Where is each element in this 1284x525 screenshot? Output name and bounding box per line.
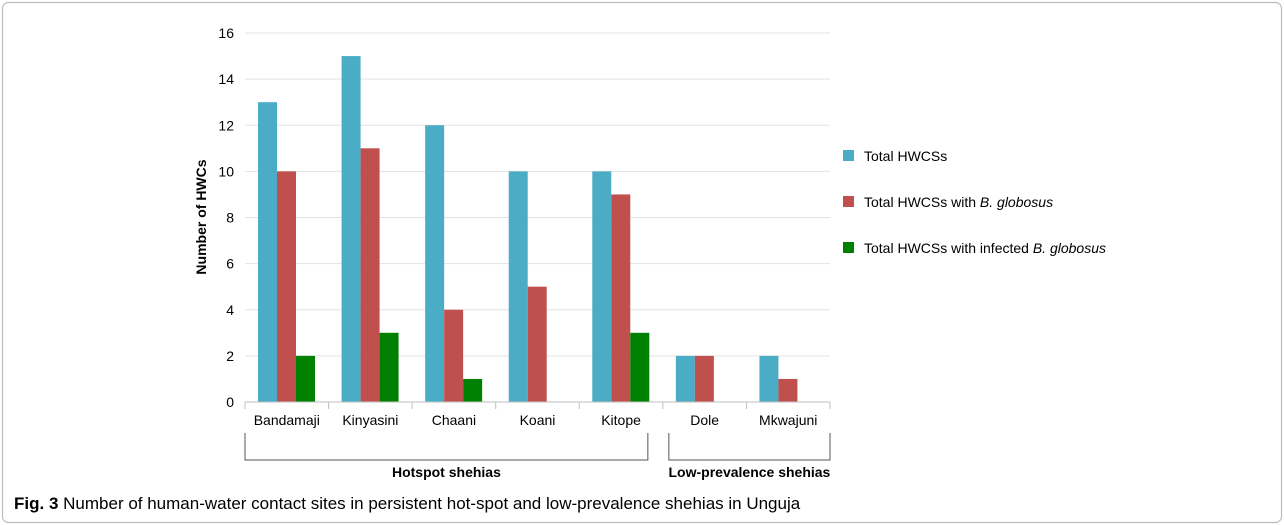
bar [360,148,380,402]
caption-text: Number of human-water contact sites in p… [63,494,801,513]
y-tick-label: 6 [226,256,234,272]
x-tick-label: Dole [690,412,719,428]
bar [277,171,296,402]
y-axis-label: Number of HWCs [193,159,209,274]
x-tick-label: Mkwajuni [759,412,817,428]
legend-swatch [843,196,854,207]
y-tick-label: 10 [218,163,234,179]
group-label: Low-prevalence shehias [669,464,831,480]
bar [341,56,361,402]
group-label: Hotspot shehias [392,464,501,480]
legend-label: Total HWCSs with B. globosus [864,194,1053,210]
y-tick-label: 16 [218,25,234,41]
caption-label: Fig. 3 [14,494,59,513]
x-tick-label: Chaani [432,412,476,428]
bar [694,355,714,402]
y-tick-label: 4 [226,302,234,318]
x-tick-label: Kinyasini [342,412,398,428]
legend-swatch [843,242,854,253]
bar [592,171,612,402]
bars [258,56,798,402]
bar [463,378,483,402]
bar [425,125,445,402]
legend-swatch [843,150,854,161]
bar [444,309,464,402]
bar [508,171,528,402]
bar [527,286,547,402]
group-bracket [244,433,649,461]
x-tick-label: Kitope [601,412,641,428]
y-tick-label: 12 [218,117,234,133]
y-tick-label: 8 [226,210,234,226]
bar [296,355,315,402]
bar [675,355,695,402]
x-tick-label: Koani [520,412,556,428]
y-tick-label: 0 [226,394,234,410]
figure-caption: Fig. 3 Number of human-water contact sit… [14,494,800,514]
y-axis-ticks: 0 2 4 6 8 10 12 14 16 [218,25,234,410]
x-axis: Bandamaji Kinyasini Chaani Koani Kitope Dole M… [244,401,831,428]
x-tick-label: Bandamaji [254,412,320,428]
bar [778,378,798,402]
legend: Total HWCSs Total HWCSs with B. globosus T… [843,148,1106,256]
y-tick-label: 2 [226,348,234,364]
bar [759,355,779,402]
legend-label: Total HWCSs [864,148,947,164]
bar [258,102,277,402]
group-bracket [668,433,831,461]
legend-label: Total HWCSs with infected B. globosus [864,240,1106,256]
bar [611,194,631,402]
category-groups: Hotspot shehias Low-prevalence shehias [244,433,831,480]
y-tick-label: 14 [218,71,234,87]
bar [379,332,399,402]
bar [630,332,650,402]
